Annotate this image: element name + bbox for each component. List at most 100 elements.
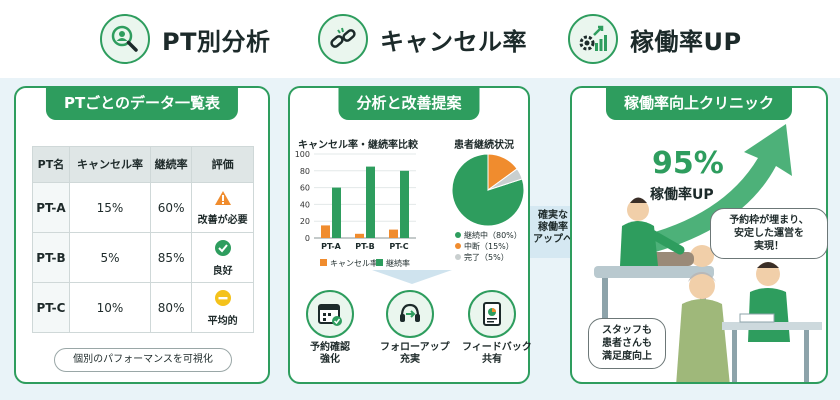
panel-title: 稼働率向上クリニック: [605, 88, 793, 120]
bar-grid: 0 20 40 60 80 100: [295, 150, 416, 243]
bar-pt-c-continue: [400, 170, 409, 238]
funnel-arrow: [372, 270, 452, 284]
header-label: キャンセル率: [380, 27, 527, 56]
cell-evaluation: 改善が必要: [191, 182, 254, 233]
table-row: PT-A 15% 60% 改善が必要: [32, 182, 254, 233]
pt-data-table: PT名 キャンセル率 継続率 評価 PT-A 15% 60% 改善が必要: [32, 146, 254, 333]
y-tick-label: 20: [300, 217, 310, 226]
action-followup: フォローアップ 充実: [380, 290, 450, 366]
cell-pt-name: PT-A: [32, 182, 70, 233]
action-label: 共有: [482, 354, 502, 365]
y-tick-label: 40: [300, 200, 310, 209]
pie-slices: [451, 153, 525, 227]
action-label: 予約確認: [310, 342, 350, 353]
person-magnifier-icon: [100, 14, 150, 64]
pie-chart-title: 患者継続状況: [454, 140, 514, 151]
bubble-line: スタッフも: [602, 325, 652, 336]
connector-line: 確実な: [538, 210, 568, 221]
evaluation-label: 良好: [212, 265, 233, 277]
legend-swatch: [320, 259, 327, 266]
action-label: フォローアップ: [380, 342, 450, 353]
bubble-line: 予約枠が埋まり、: [729, 215, 809, 226]
table-header-row: PT名 キャンセル率 継続率 評価: [32, 146, 254, 183]
bar-x-labels: PT-A PT-B PT-C: [321, 242, 409, 251]
x-tick-label: PT-B: [355, 242, 375, 251]
pie-slice: [487, 168, 523, 191]
legend-label: 完了（5%）: [464, 252, 509, 262]
minus-icon: [214, 289, 231, 306]
bar-legend: キャンセル率 継続率: [320, 258, 410, 268]
bar-marks: [321, 166, 409, 238]
cell-continuation-rate: 85%: [150, 232, 193, 283]
x-tick-label: PT-A: [321, 242, 341, 251]
cell-cancel-rate: 10%: [68, 282, 152, 333]
header-item-cancel-rate: キャンセル率: [318, 12, 527, 66]
cell-evaluation: 良好: [191, 232, 254, 283]
connector-line: 稼働率: [538, 222, 568, 233]
cell-pt-name: PT-C: [32, 282, 70, 333]
legend-label: 継続率: [386, 258, 410, 268]
evaluation-label: 改善が必要: [197, 214, 248, 226]
header-item-pt-analysis: PT別分析: [100, 12, 270, 66]
legend-label: キャンセル率: [330, 258, 378, 268]
y-tick-label: 80: [300, 167, 310, 176]
header-item-utilization-up: 稼働率UP: [568, 12, 742, 66]
column-header-cancel-rate: キャンセル率: [68, 146, 152, 183]
cell-continuation-rate: 80%: [150, 282, 193, 333]
connector-line: アップへ: [533, 234, 573, 245]
table-row: PT-C 10% 80% 平均的: [32, 282, 254, 333]
column-header-pt-name: PT名: [32, 146, 70, 183]
gears-up-arrow-icon: [568, 14, 618, 64]
panel-title: 分析と改善提案: [338, 86, 480, 120]
cell-evaluation: 平均的: [191, 282, 254, 333]
action-label: 充実: [400, 354, 420, 365]
utilization-value: 95%: [652, 146, 724, 181]
speech-bubble-bottom: スタッフも 患者さんも 満足度向上: [588, 318, 666, 369]
legend-label: 中断（15%）: [464, 241, 514, 251]
legend-label: 継続中（80%）: [464, 230, 522, 240]
calendar-check-icon: [306, 290, 354, 338]
cell-pt-name: PT-B: [32, 232, 70, 283]
header-label: 稼働率UP: [630, 27, 742, 56]
connector-text: 確実な 稼働率 アップへ: [532, 210, 574, 246]
bar-pt-b-continue: [366, 166, 375, 238]
y-tick-label: 60: [300, 184, 310, 193]
bubble-line: 患者さんも: [602, 338, 652, 349]
cell-cancel-rate: 5%: [68, 232, 152, 283]
legend-dot: [455, 254, 461, 260]
bar-pt-a-cancel: [321, 225, 330, 238]
action-reservation: 予約確認 強化: [300, 290, 360, 366]
utilization-label: 稼働率UP: [650, 187, 714, 203]
data-table-panel: PTごとのデータ一覧表 PT名 キャンセル率 継続率 評価 PT-A 15% 6…: [14, 86, 270, 384]
check-icon: [214, 239, 231, 256]
cell-cancel-rate: 15%: [68, 182, 152, 233]
column-header-continuation-rate: 継続率: [150, 146, 193, 183]
legend-dot: [455, 243, 461, 249]
action-feedback: フィードバック 共有: [462, 290, 532, 366]
header-label: PT別分析: [162, 27, 271, 56]
action-label: 強化: [320, 354, 340, 365]
bubble-line: 実現！: [754, 241, 784, 252]
clinic-illustration: [594, 124, 822, 382]
bar-chart-title: キャンセル率・継続率比較: [298, 140, 418, 151]
x-tick-label: PT-C: [389, 242, 408, 251]
bubble-line: 安定した運営を: [734, 228, 804, 239]
visualization-note: 個別のパフォーマンスを可視化: [54, 348, 232, 372]
headset-icon: [386, 290, 434, 338]
bar-pt-c-cancel: [389, 229, 398, 238]
column-header-evaluation: 評価: [191, 146, 254, 183]
broken-link-icon: [318, 14, 368, 64]
table-row: PT-B 5% 85% 良好: [32, 232, 254, 283]
pie-chart: 継続中（80%）中断（15%）完了（5%）: [451, 153, 525, 262]
tablet-report-icon: [468, 290, 516, 338]
y-tick-label: 100: [295, 150, 310, 159]
warning-icon: [214, 190, 231, 205]
panel-title: PTごとのデータ一覧表: [45, 86, 239, 120]
action-label: フィードバック: [462, 342, 532, 353]
bar-pt-b-cancel: [355, 233, 364, 238]
legend-swatch: [376, 259, 383, 266]
bar-chart: 0 20 40 60 80 100 PT-A PT-B PT-C キャンセル率 継続率: [295, 150, 416, 268]
bar-pt-a-continue: [332, 187, 341, 238]
y-tick-label: 0: [305, 234, 310, 243]
legend-dot: [455, 232, 461, 238]
